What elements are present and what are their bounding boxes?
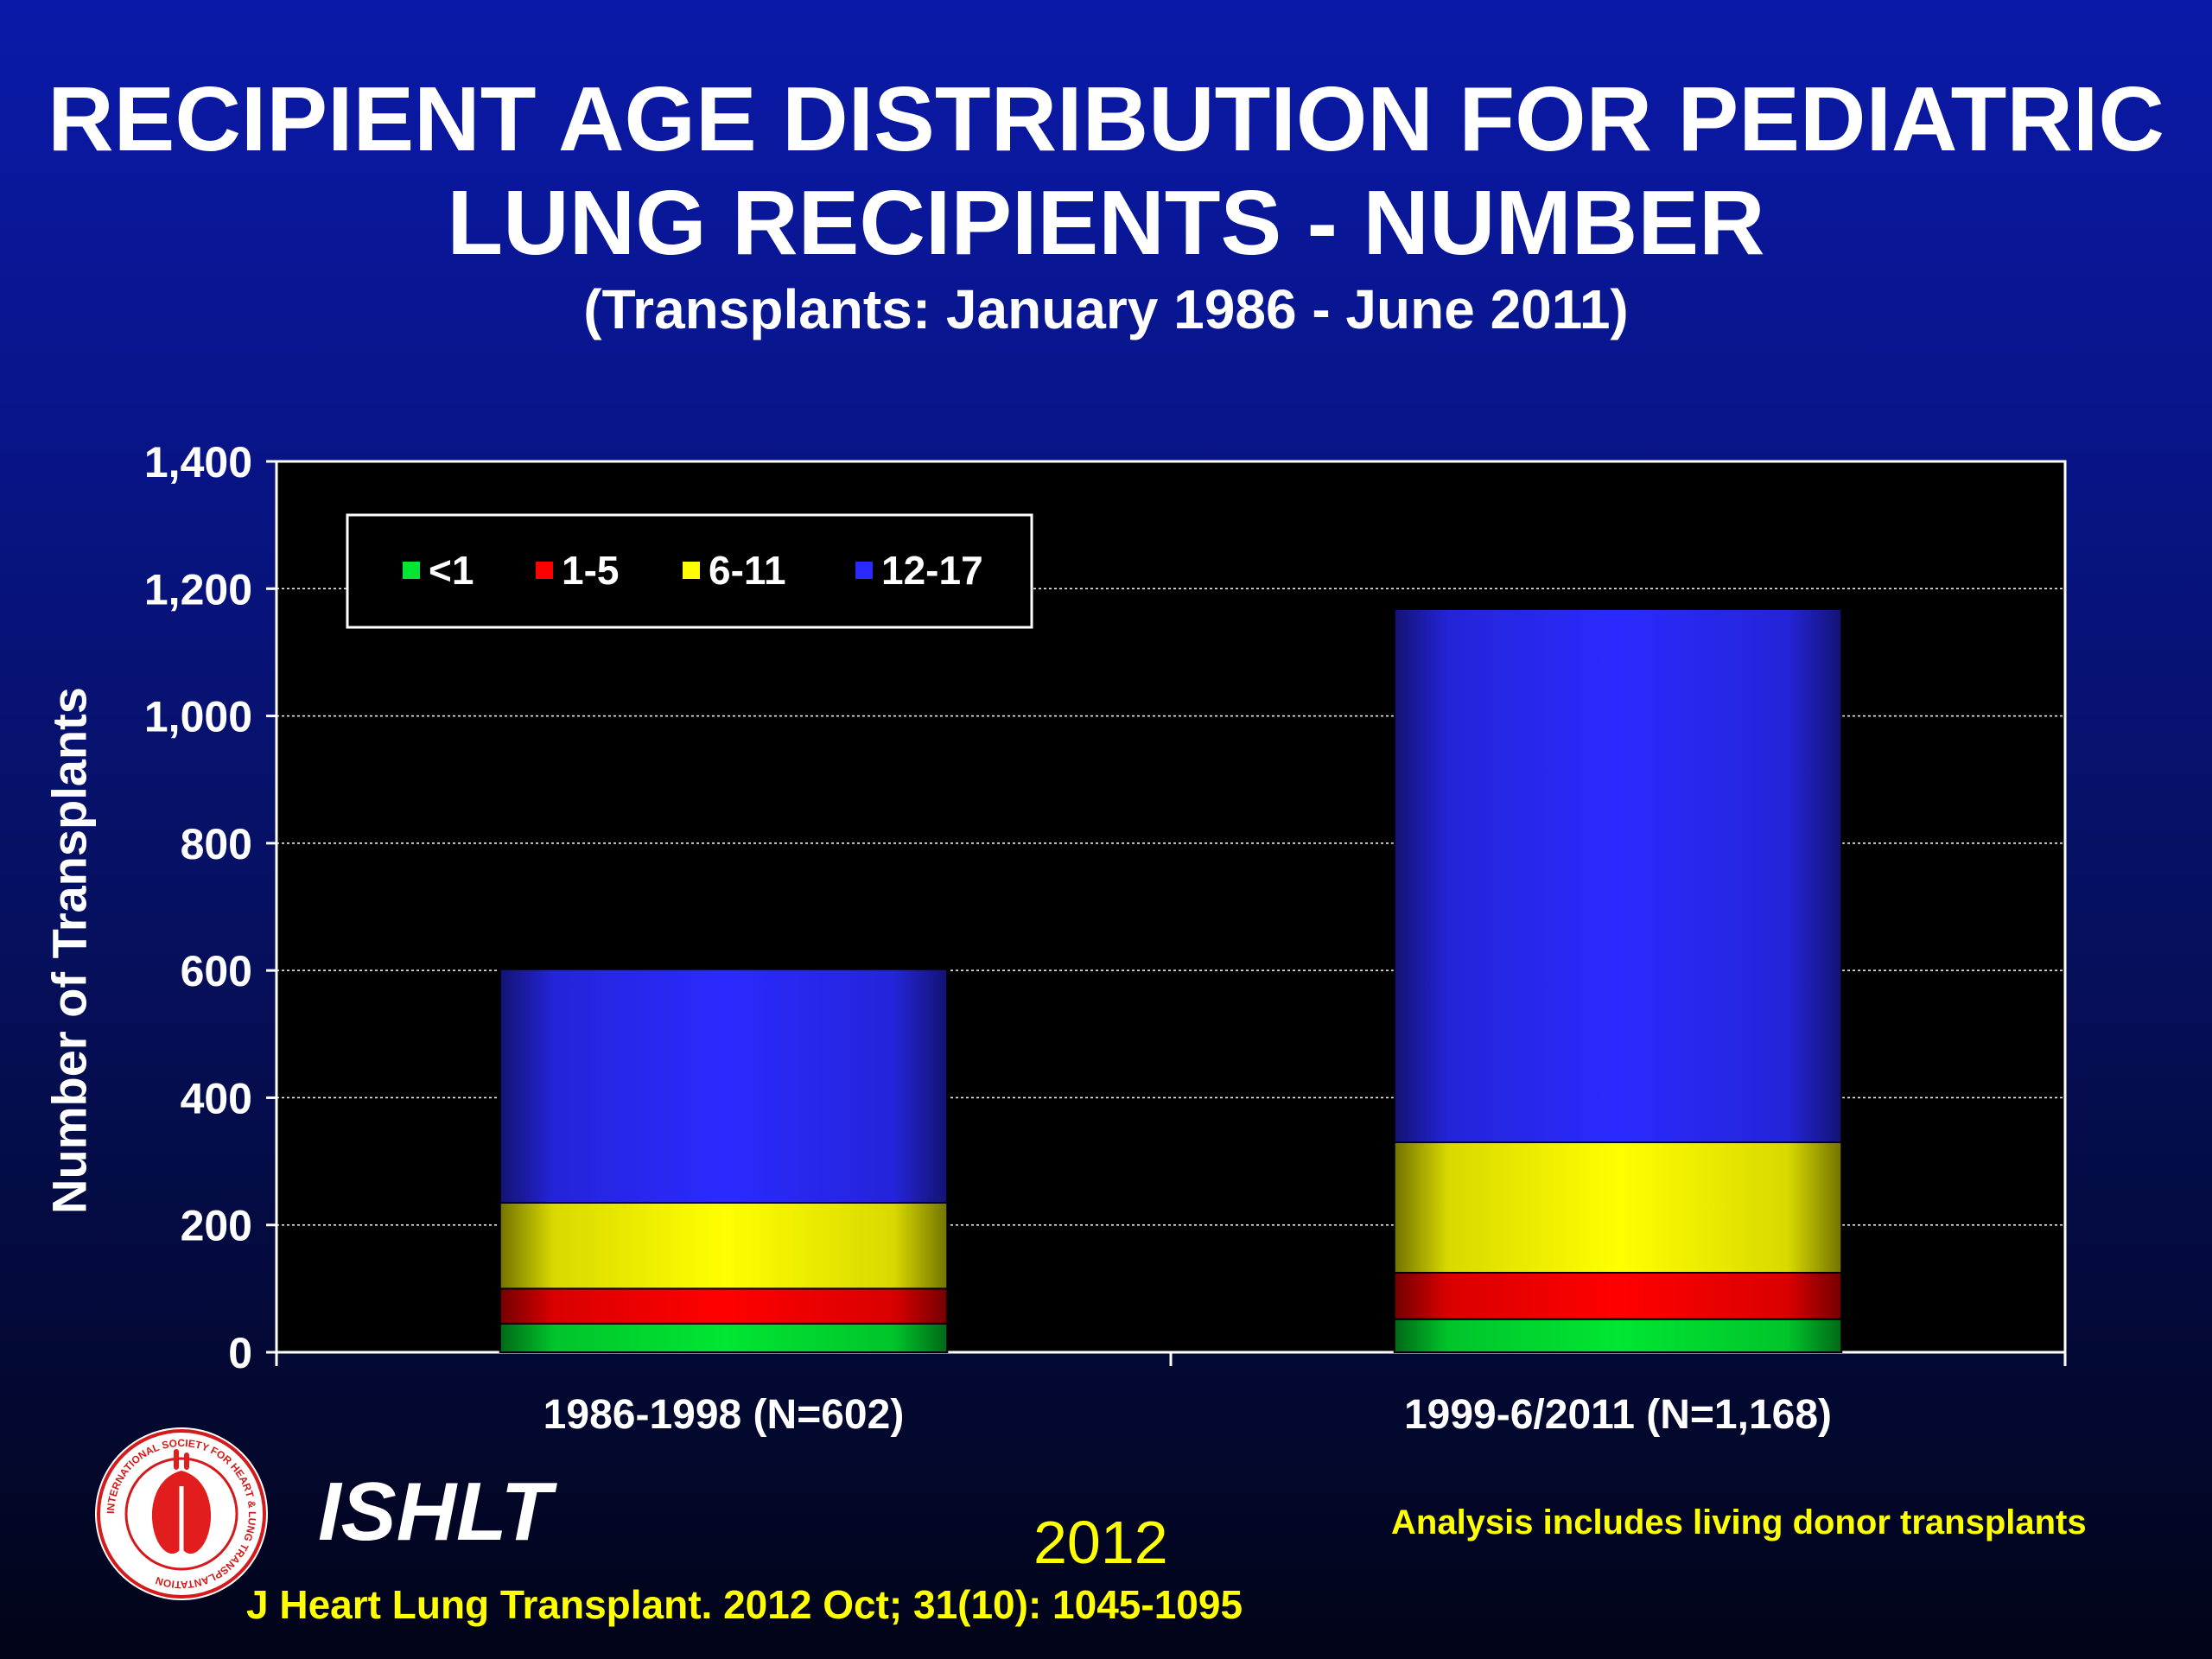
- bar-segment: [1393, 1141, 1843, 1274]
- bar-segment: [499, 1322, 949, 1354]
- y-tick-label: 600: [181, 947, 252, 995]
- bar-segment: [499, 1201, 949, 1290]
- bar-segment: [1393, 1271, 1843, 1320]
- y-tick-label: 1,200: [144, 565, 252, 613]
- legend-box: [346, 513, 1033, 629]
- legend-swatch: [403, 562, 420, 579]
- y-tick-label: 200: [181, 1202, 252, 1250]
- stacked-bar-chart: 0 200 400 600 800 1,000 1,200 1,400 1986-1998 (N…: [144, 438, 2065, 1438]
- bar-segment: [499, 968, 949, 1204]
- chart-subtitle: (Transplants: January 1986 - June 2011): [583, 278, 1629, 340]
- y-tick-label: 400: [181, 1074, 252, 1122]
- chart-title-line1: RECIPIENT AGE DISTRIBUTION FOR PEDIATRIC: [48, 68, 2164, 170]
- legend-swatch: [536, 562, 553, 579]
- bar-segment: [1393, 607, 1843, 1143]
- report-year: 2012: [1033, 1509, 1168, 1576]
- legend-label: 1-5: [562, 548, 619, 593]
- bar-segment: [1393, 1318, 1843, 1353]
- legend-swatch: [855, 562, 873, 579]
- y-tick-label: 800: [181, 820, 252, 868]
- x-category-label: 1986-1998 (N=602): [543, 1392, 905, 1438]
- bar-segment: [499, 1287, 949, 1325]
- journal-citation: J Heart Lung Transplant. 2012 Oct; 31(10…: [246, 1582, 1243, 1627]
- y-tick-label: 1,000: [144, 693, 252, 741]
- ishlt-logo: INTERNATIONAL SOCIETY FOR HEART & LUNG T…: [95, 1427, 268, 1600]
- legend-label: 12-17: [881, 548, 983, 593]
- legend-swatch: [683, 562, 700, 579]
- analysis-note: Analysis includes living donor transplan…: [1391, 1503, 2087, 1541]
- y-tick-label: 1,400: [144, 438, 252, 486]
- y-axis-label-wrap: Number of Transplants: [26, 687, 112, 1214]
- y-tick-label: 0: [228, 1329, 252, 1377]
- legend-label: <1: [429, 548, 474, 593]
- chart-title-line2: LUNG RECIPIENTS - NUMBER: [447, 172, 1765, 274]
- x-category-label: 1999-6/2011 (N=1,168): [1404, 1392, 1832, 1438]
- org-name: ISHLT: [318, 1465, 552, 1558]
- legend-label: 6-11: [709, 548, 786, 593]
- y-axis-label: Number of Transplants: [41, 687, 97, 1214]
